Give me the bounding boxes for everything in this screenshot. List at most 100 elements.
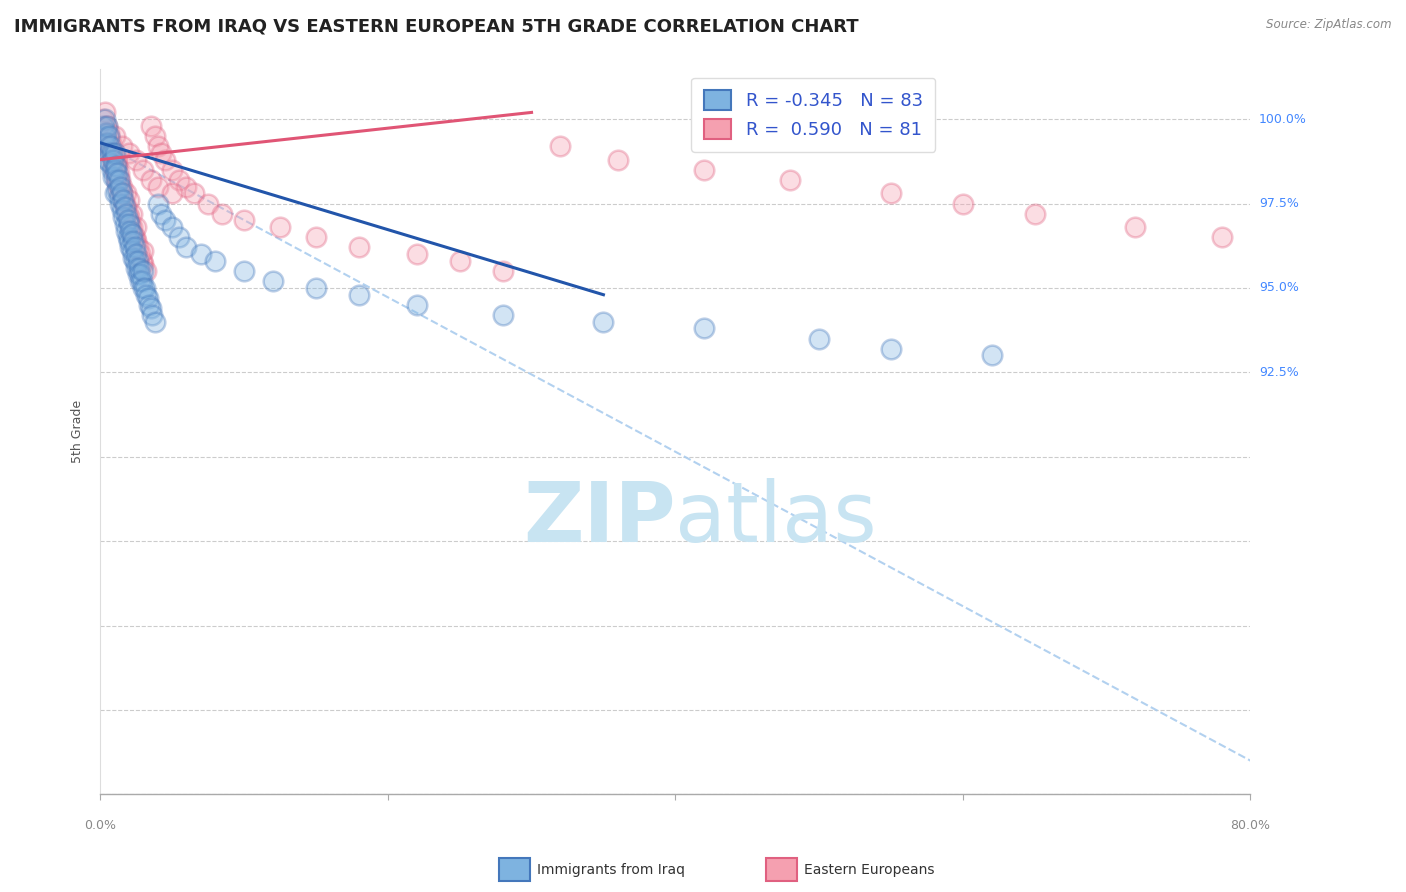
Point	[96, 136, 118, 150]
Point	[97, 145, 120, 160]
Point	[122, 227, 145, 241]
Point	[779, 173, 801, 187]
Point	[94, 126, 117, 140]
Point	[129, 268, 152, 282]
Point	[112, 193, 135, 207]
Point	[117, 230, 139, 244]
Point	[233, 213, 256, 227]
Point	[169, 230, 191, 244]
Point	[118, 193, 141, 207]
Point	[98, 132, 121, 146]
Point	[146, 139, 169, 153]
Point	[117, 213, 139, 227]
Point	[118, 234, 141, 248]
Point	[149, 207, 172, 221]
Point	[118, 217, 141, 231]
Point	[120, 217, 142, 231]
Point	[121, 227, 143, 241]
Legend: R = -0.345   N = 83, R =  0.590   N = 81: R = -0.345 N = 83, R = 0.590 N = 81	[692, 78, 935, 152]
Point	[100, 145, 122, 160]
Point	[105, 173, 128, 187]
Point	[105, 160, 128, 174]
Point	[107, 160, 129, 174]
Y-axis label: 5th Grade: 5th Grade	[72, 400, 84, 463]
Point	[93, 112, 115, 127]
Point	[204, 254, 226, 268]
Point	[93, 105, 115, 120]
Point	[176, 179, 198, 194]
Point	[693, 321, 716, 335]
Point	[115, 223, 138, 237]
Text: ZIP: ZIP	[523, 478, 675, 559]
Point	[101, 145, 124, 160]
Point	[111, 203, 134, 218]
Text: atlas: atlas	[675, 478, 877, 559]
Point	[101, 169, 124, 184]
Point	[98, 156, 121, 170]
Point	[121, 207, 143, 221]
Point	[1024, 207, 1046, 221]
Point	[183, 186, 205, 201]
Point	[122, 251, 145, 265]
Point	[125, 260, 148, 275]
Point	[120, 240, 142, 254]
Point	[132, 244, 155, 258]
Point	[149, 145, 172, 160]
Point	[127, 254, 149, 268]
Point	[125, 153, 148, 167]
Point	[100, 162, 122, 177]
Point	[449, 254, 471, 268]
Point	[101, 153, 124, 167]
Point	[125, 247, 148, 261]
Point	[1211, 230, 1233, 244]
Point	[108, 166, 131, 180]
Point	[808, 332, 831, 346]
Text: Immigrants from Iraq: Immigrants from Iraq	[537, 863, 685, 877]
Point	[104, 149, 127, 163]
Point	[153, 213, 176, 227]
Point	[550, 139, 572, 153]
Point	[111, 179, 134, 194]
Point	[105, 156, 128, 170]
Point	[97, 129, 120, 144]
Point	[112, 193, 135, 207]
Point	[93, 119, 115, 133]
Point	[592, 315, 614, 329]
Point	[115, 207, 138, 221]
Point	[125, 220, 148, 235]
Point	[124, 254, 146, 268]
Point	[139, 173, 162, 187]
Point	[104, 186, 127, 201]
Point	[115, 186, 138, 201]
Point	[104, 145, 127, 160]
Point	[120, 223, 142, 237]
Point	[347, 240, 370, 254]
Text: 92.5%: 92.5%	[1258, 366, 1299, 379]
Point	[118, 145, 141, 160]
Point	[96, 153, 118, 167]
Point	[98, 145, 121, 160]
Point	[138, 298, 160, 312]
Point	[952, 196, 974, 211]
Point	[110, 173, 132, 187]
Point	[405, 298, 427, 312]
Point	[124, 240, 146, 254]
Text: Source: ZipAtlas.com: Source: ZipAtlas.com	[1267, 18, 1392, 31]
Point	[127, 240, 149, 254]
Point	[96, 119, 118, 133]
Point	[94, 139, 117, 153]
Point	[111, 139, 134, 153]
Point	[114, 200, 136, 214]
Point	[94, 126, 117, 140]
Point	[100, 153, 122, 167]
Point	[347, 287, 370, 301]
Point	[117, 207, 139, 221]
Point	[153, 153, 176, 167]
Point	[121, 244, 143, 258]
Point	[112, 210, 135, 224]
Point	[305, 230, 328, 244]
Point	[135, 287, 157, 301]
Point	[105, 169, 128, 184]
Text: 0.0%: 0.0%	[84, 820, 117, 832]
Point	[269, 220, 291, 235]
